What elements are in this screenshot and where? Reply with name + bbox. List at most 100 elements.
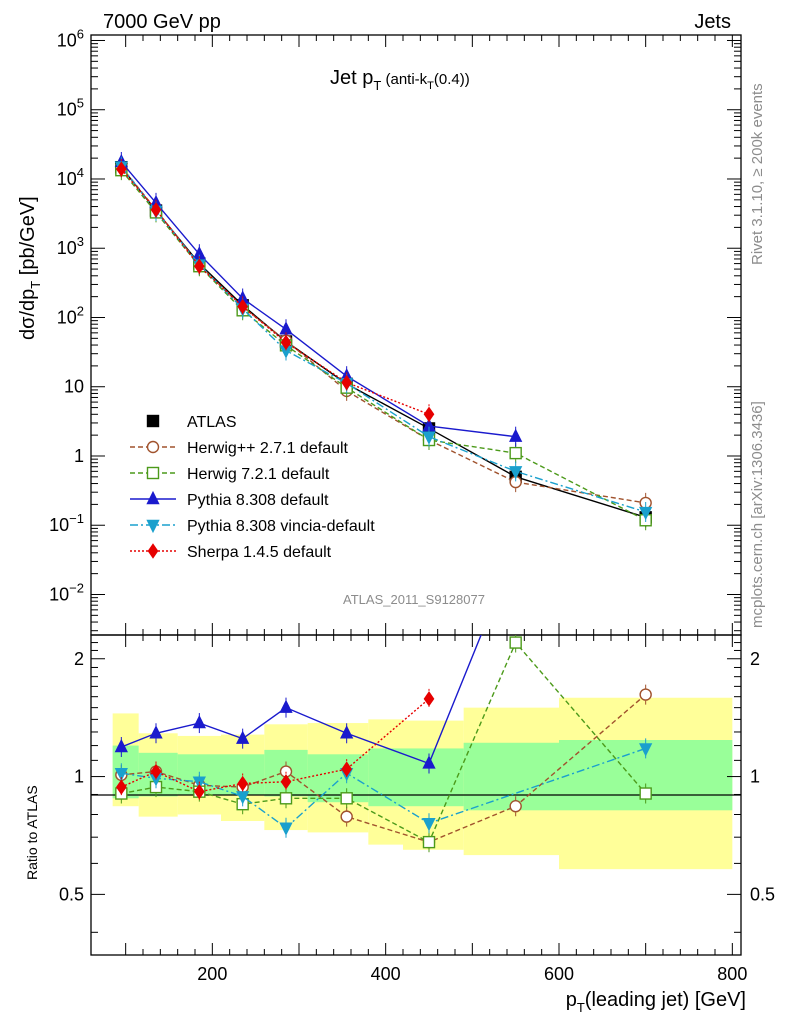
series-herwigpp (115, 156, 652, 513)
mcplots-label: mcplots.cern.ch [arXiv:1306.3436] (749, 401, 766, 628)
xtick-label: 800 (717, 964, 747, 984)
point-pythia (509, 428, 523, 442)
point-herwigpp (509, 800, 522, 813)
point-vincia (236, 791, 250, 805)
point-vincia (422, 818, 436, 832)
series-line-herwig7 (121, 641, 647, 844)
point-pythia (149, 725, 163, 739)
legend-item-herwigpp: Herwig++ 2.7.1 default (130, 440, 349, 457)
point-vincia (509, 466, 523, 480)
legend-marker-pythia (146, 490, 160, 505)
ratio-ytick-label: 1 (750, 767, 760, 787)
legend-label-sherpa: Sherpa 1.4.5 default (187, 544, 332, 561)
series-line-pythia (120, 161, 516, 438)
xtick-label: 200 (197, 964, 227, 984)
point-sherpa (193, 783, 205, 800)
main-title: Jet pT (anti-kT(0.4)) (330, 67, 470, 93)
point-sherpa (115, 161, 127, 177)
ratio-ytick-label: 0.5 (750, 884, 775, 904)
legend-label-atlas: ATLAS (187, 414, 237, 431)
rivet-version-label: Rivet 3.1.10, ≥ 200k events (749, 83, 766, 265)
ratio-ytick-label: 2 (750, 649, 760, 669)
point-pythia (279, 699, 293, 713)
svg-text:dσ/dpT [pb/GeV]: dσ/dpT [pb/GeV] (17, 196, 43, 340)
axis-ticks (91, 35, 741, 955)
legend-marker-atlas (146, 414, 160, 428)
point-sherpa (341, 374, 353, 391)
point-herwig7 (509, 636, 522, 649)
point-vincia (114, 768, 128, 782)
band-inner-8 (463, 742, 559, 811)
xlabel: pT(leading jet) [GeV] (566, 989, 746, 1015)
point-sherpa (423, 406, 435, 423)
ytick-label: 103 (57, 234, 84, 258)
point-herwig7 (340, 792, 353, 805)
series-line-pythia (121, 635, 482, 765)
header-left: 7000 GeV pp (103, 11, 221, 33)
series-pythia (114, 543, 521, 774)
legend-item-sherpa: Sherpa 1.4.5 default (130, 543, 332, 561)
series-line-sherpa (120, 168, 430, 415)
series-line-vincia (121, 747, 646, 829)
series-sherpa (115, 159, 435, 425)
point-herwig7 (422, 835, 436, 849)
ytick-label: 105 (57, 96, 84, 120)
legend-marker-herwig7 (146, 466, 160, 480)
analysis-id: ATLAS_2011_S9128077 (343, 592, 485, 607)
point-herwig7 (279, 792, 293, 805)
point-pythia (510, 543, 521, 554)
point-sherpa (115, 779, 127, 795)
tick-labels: 200 400 600 800 10−2 10−1 1 10 102 103 104 105 106 0.… (49, 26, 775, 984)
legend-item-atlas: ATLAS (146, 414, 237, 431)
header-right: Jets (694, 11, 731, 33)
legend-item-herwig7: Herwig 7.2.1 default (130, 466, 330, 483)
point-vincia (639, 743, 653, 757)
point-sherpa (280, 774, 292, 790)
band-inner-5 (307, 754, 369, 803)
ratio-ytick-label: 2 (74, 649, 84, 669)
ytick-label: 10−2 (49, 580, 84, 604)
point-sherpa (193, 258, 205, 274)
series-line-vincia (120, 166, 646, 513)
ytick-label: 10 (64, 377, 84, 397)
xtick-label: 600 (544, 964, 574, 984)
series-pythia (114, 151, 523, 447)
xtick-label: 400 (371, 964, 401, 984)
point-pythia (114, 738, 128, 753)
legend-label-vincia: Pythia 8.308 vincia-default (187, 518, 375, 535)
legend-item-pythia: Pythia 8.308 default (130, 490, 329, 509)
point-vincia (639, 506, 653, 521)
point-sherpa (150, 201, 162, 218)
point-vincia (422, 431, 436, 445)
legend-label-herwigpp: Herwig++ 2.7.1 default (187, 440, 349, 457)
ytick-label: 104 (57, 165, 84, 189)
point-herwigpp (340, 810, 353, 823)
ratio-ytick-label: 0.5 (59, 884, 84, 904)
legend-marker-sherpa (147, 543, 159, 559)
legend-item-vincia: Pythia 8.308 vincia-default (130, 518, 375, 535)
ratio-ytick-label: 1 (74, 767, 84, 787)
series-line-atlas (120, 166, 646, 519)
point-herwigpp (639, 688, 652, 701)
point-herwig7 (509, 446, 522, 460)
legend-label-pythia: Pythia 8.308 default (187, 492, 329, 509)
main-ylabel: dσ/dpT [pb/GeV] (17, 196, 43, 340)
ratio-ylabel: Ratio to ATLAS (24, 785, 40, 880)
legend-marker-herwigpp (146, 440, 160, 454)
legend: ATLAS Herwig++ 2.7.1 default Herwig 7.2.1 … (130, 414, 375, 561)
point-pythia (422, 755, 436, 769)
point-pythia (236, 730, 250, 744)
main-series (114, 151, 653, 531)
point-sherpa (341, 761, 353, 777)
series-sherpa (115, 688, 435, 802)
ytick-label: 102 (57, 303, 84, 327)
point-pythia (279, 321, 293, 335)
ytick-label: 10−1 (49, 511, 84, 535)
ytick-label: 106 (57, 26, 84, 50)
point-herwig7 (639, 787, 652, 800)
legend-marker-vincia (146, 519, 160, 534)
legend-label-herwig7: Herwig 7.2.1 default (187, 466, 330, 483)
point-sherpa (237, 775, 249, 792)
point-sherpa (280, 334, 292, 351)
